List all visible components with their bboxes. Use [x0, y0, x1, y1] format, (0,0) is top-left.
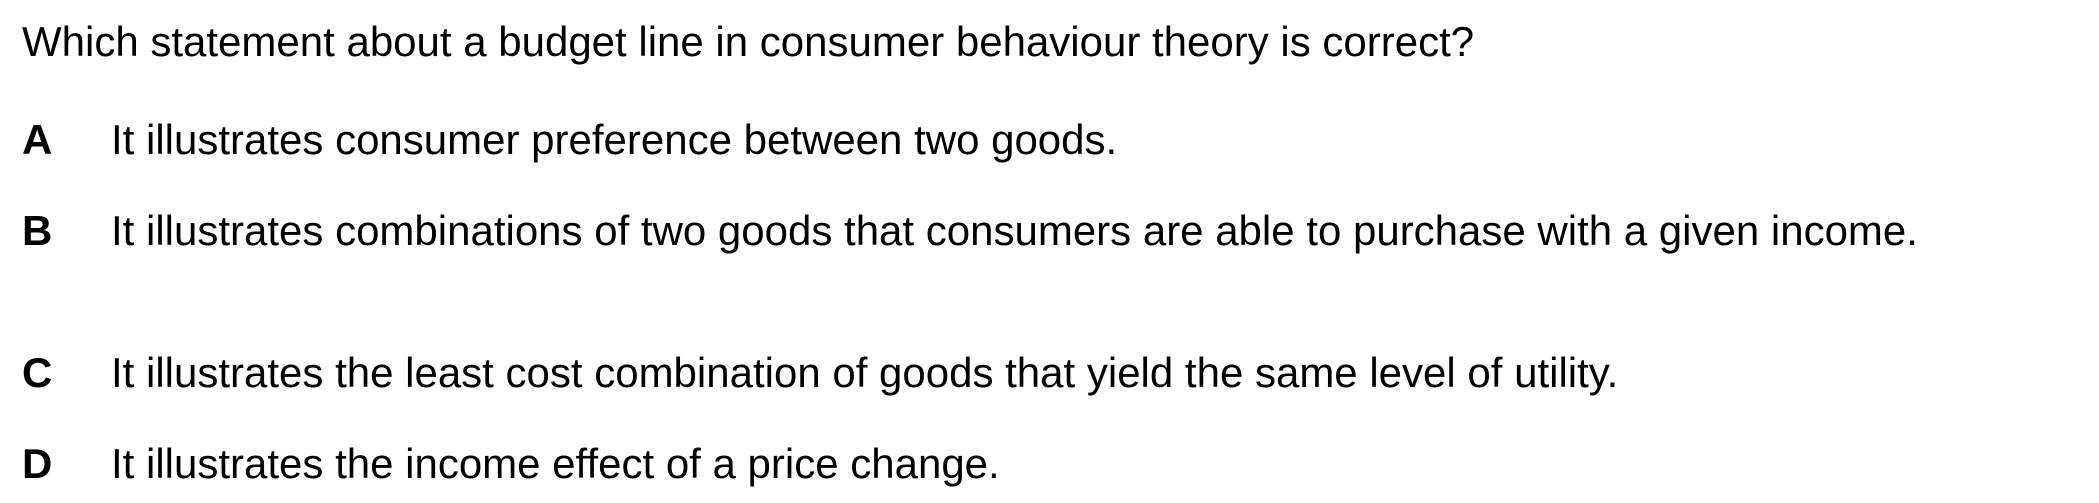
question-stem: Which statement about a budget line in c… [22, 18, 1475, 65]
option-text: It illustrates combinations of two goods… [111, 207, 1918, 254]
option-text: It illustrates the income effect of a pr… [111, 440, 1000, 487]
option-text: It illustrates the least cost combinatio… [111, 349, 1619, 396]
option-text: It illustrates consumer preference betwe… [111, 116, 1118, 163]
option-letter: D [22, 440, 53, 487]
option-letter: A [22, 116, 53, 163]
option-letter: B [22, 207, 53, 254]
option-letter: C [22, 349, 53, 396]
